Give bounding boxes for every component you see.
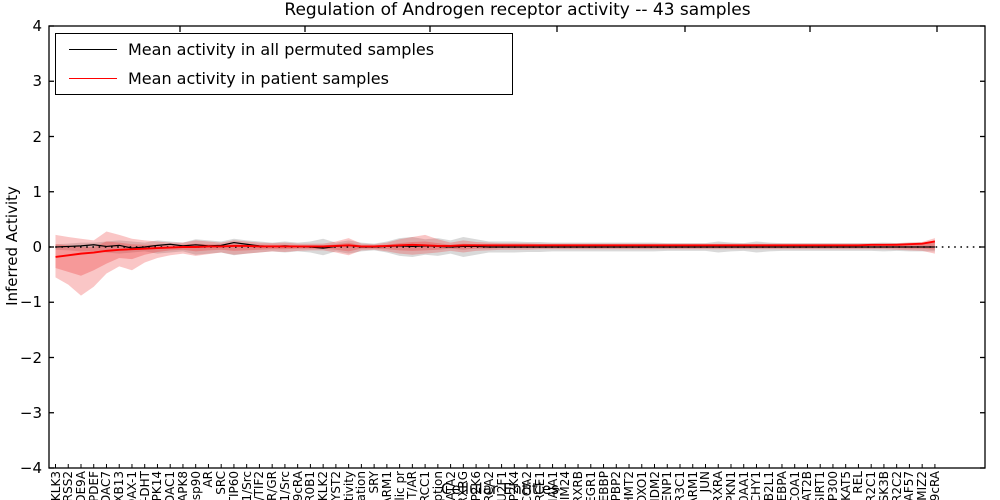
- x-tick-label: RCHY1: [749, 471, 764, 500]
- x-tick-label: NR2C2: [889, 471, 904, 500]
- x-tick-label: ZMIZ2: [915, 471, 930, 500]
- x-tick-label: SRC: [214, 471, 229, 495]
- x-tick-label: T-DHT/AR: [405, 471, 420, 500]
- x-tick-label: TMPRSS2: [61, 471, 76, 500]
- x-tick-label: GATA2: [443, 471, 458, 500]
- x-tick-label: NR0B1: [303, 471, 318, 500]
- x-tick-label: FOXO1: [634, 471, 649, 500]
- x-tick-label: SRY: [367, 471, 382, 494]
- x-tick-label: MAP2K6: [469, 471, 484, 500]
- x-tick-label: positive regulation of transcription: [431, 471, 445, 500]
- x-tick-label: proteasomal ubiquitin-dependent protein …: [393, 471, 407, 500]
- x-tick-label: T-DHT/AR/TIF2/CARM1: [380, 471, 394, 500]
- x-tick-label: DNAJA1: [545, 471, 560, 500]
- legend: Mean activity in all permuted samples Me…: [55, 33, 513, 95]
- x-tick-label: NCOA2: [520, 471, 535, 500]
- x-tick-label: SIRT1: [813, 471, 828, 500]
- x-tick-label: SMARCC1: [418, 471, 432, 500]
- x-tick-label: SENP1: [660, 471, 675, 500]
- y-tick-label: −4: [19, 459, 42, 477]
- x-tick-label: cell proliferation: [354, 471, 368, 500]
- x-tick-label: PDE9A: [73, 471, 88, 500]
- x-tick-label: AR/RACK1/Src: [278, 471, 292, 500]
- y-tick-label: 1: [32, 182, 42, 201]
- x-tick-label: T-DHT/AR/DAX-1: [125, 471, 139, 500]
- x-axis-label: Cellular Entities: [441, 480, 559, 498]
- x-tick-label: RXRB: [571, 471, 586, 500]
- x-tick-label: APPBP2: [609, 471, 624, 500]
- x-tick-label: TRIM24: [558, 471, 573, 500]
- x-tick-label: MAPK8: [175, 471, 190, 500]
- x-tick-label: SPDEF: [86, 471, 101, 500]
- x-tick-label: GNB2L1: [762, 471, 777, 500]
- x-tick-label: CARM1: [685, 471, 700, 500]
- x-tick-label: GSK3B: [876, 471, 891, 500]
- x-tick-label: HDAC1: [163, 471, 178, 500]
- x-tick-label: JUN: [698, 471, 713, 493]
- x-tick-label: HDAC7: [99, 471, 114, 500]
- x-tick-label: MDM2: [647, 471, 662, 500]
- x-tick-label: epidermal growth factor receptor activit…: [342, 471, 356, 500]
- x-tick-label: EHMT2: [622, 471, 637, 500]
- patient-mean-line: [55, 240, 936, 258]
- legend-line-patient-icon: [69, 78, 117, 80]
- y-tick-label: −1: [19, 293, 42, 312]
- x-tick-label: NR3C1: [673, 471, 687, 500]
- x-tick-label: POU2F1: [494, 471, 509, 500]
- x-tick-label: HOXB13: [112, 471, 127, 500]
- legend-label-patient: Mean activity in patient samples: [128, 69, 389, 89]
- x-tick-label: T-DHT/AR/Hsp90: [189, 471, 203, 500]
- legend-item-patient: Mean activity in patient samples: [56, 64, 512, 93]
- x-tick-label: MYST2: [328, 471, 343, 500]
- x-tick-label: T-DHT/AR/TIP60: [227, 471, 241, 500]
- y-tick-label: −2: [19, 348, 42, 367]
- patient-samples-inner-range-band: [55, 240, 935, 276]
- x-tick-label: BRM/BAF57: [902, 471, 916, 500]
- x-tick-label: PKN1: [723, 471, 738, 500]
- x-tick-label: NR2C1: [864, 471, 879, 500]
- x-tick-label: NCOA1: [787, 471, 802, 500]
- x-tick-label: EP300: [825, 471, 840, 500]
- x-tick-label: KLK3: [48, 471, 63, 500]
- y-tick-label: −3: [19, 403, 42, 422]
- x-tick-label: MAPK14: [150, 471, 165, 500]
- legend-label-permuted: Mean activity in all permuted samples: [128, 39, 435, 59]
- x-tick-label: REL: [851, 471, 866, 494]
- x-tick-label: KAT2B: [800, 471, 815, 500]
- x-tick-label: mol:9cRA: [290, 471, 305, 500]
- x-tick-label: RXRs/9cRA: [928, 471, 942, 500]
- x-tick-label: SMARCA2: [482, 471, 496, 500]
- chart-title: Regulation of Androgen receptor activity…: [284, 0, 751, 20]
- x-tick-label: MAP2K4: [507, 471, 522, 500]
- x-tick-label: RXRG: [456, 471, 471, 500]
- x-tick-label: CEBPA: [774, 471, 789, 500]
- y-tick-label: 2: [32, 127, 42, 146]
- y-tick-label: 4: [32, 17, 42, 35]
- x-tick-label: AR/GR: [265, 471, 280, 500]
- legend-item-permuted: Mean activity in all permuted samples: [56, 35, 512, 64]
- x-tick-label: T-DHT/AR/RACK1/Src: [240, 471, 254, 500]
- y-tick-label: 3: [32, 72, 42, 91]
- x-tick-label: SMARCE1: [532, 471, 547, 500]
- x-tick-label: RXRA: [711, 471, 726, 500]
- x-tick-label: mol:T-DHT: [138, 471, 152, 500]
- x-tick-label: CREBBP: [596, 471, 611, 500]
- y-tick-label: 0: [32, 238, 42, 256]
- x-tick-label: KAT5: [838, 471, 853, 500]
- x-tick-label: HSP90AA1: [737, 471, 751, 500]
- x-tick-label: AR: [201, 471, 216, 488]
- x-tick-label: KLK2: [316, 471, 331, 500]
- x-tick-label: EGR1: [583, 471, 598, 500]
- permuted-mean-line: [55, 241, 935, 249]
- x-tick-label: T-DHT/AR/TIF2: [252, 471, 266, 500]
- legend-line-permuted-icon: [69, 48, 117, 50]
- patient-samples-range-band: [55, 231, 935, 296]
